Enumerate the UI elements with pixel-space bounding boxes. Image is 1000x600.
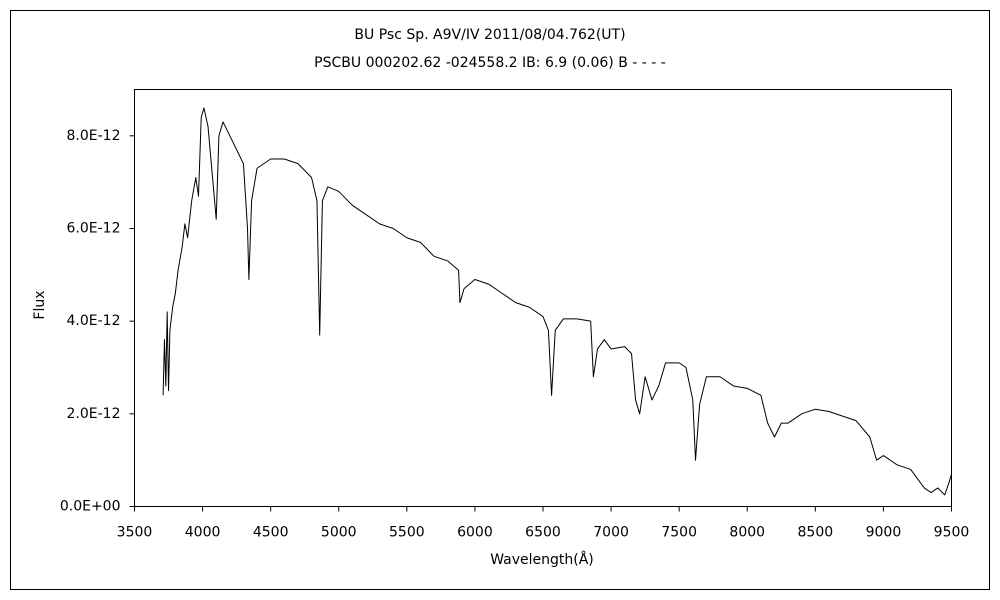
- spectrum-line: [162, 107, 952, 496]
- plot-frame: [134, 89, 952, 507]
- x-tick-label: 7500: [661, 525, 697, 541]
- y-tick-label: 8.0E-12: [67, 128, 121, 144]
- x-tick-label: 7000: [593, 525, 629, 541]
- y-axis-label: Flux: [32, 290, 48, 319]
- y-tick-label: 6.0E-12: [67, 221, 121, 237]
- x-axis-label: Wavelength(Å): [490, 551, 594, 568]
- y-tick-label: 2.0E-12: [67, 406, 121, 422]
- x-tick-label: 4000: [185, 525, 221, 541]
- y-tick-label: 4.0E-12: [67, 313, 121, 329]
- chart-title: BU Psc Sp. A9V/IV 2011/08/04.762(UT): [354, 27, 625, 43]
- x-tick-label: 8500: [798, 525, 834, 541]
- x-tick-label: 9000: [866, 525, 902, 541]
- x-tick-label: 6000: [457, 525, 493, 541]
- x-tick-label: 9500: [934, 525, 970, 541]
- x-tick-label: 5500: [389, 525, 425, 541]
- x-tick-label: 3500: [117, 525, 153, 541]
- x-tick-label: 4500: [253, 525, 289, 541]
- outer-frame: [10, 10, 990, 590]
- x-tick-label: 6500: [525, 525, 561, 541]
- x-tick-label: 8000: [729, 525, 765, 541]
- x-tick-label: 5000: [321, 525, 357, 541]
- y-tick-label: 0.0E+00: [60, 499, 121, 515]
- chart-subtitle: PSCBU 000202.62 -024558.2 IB: 6.9 (0.06)…: [314, 55, 666, 71]
